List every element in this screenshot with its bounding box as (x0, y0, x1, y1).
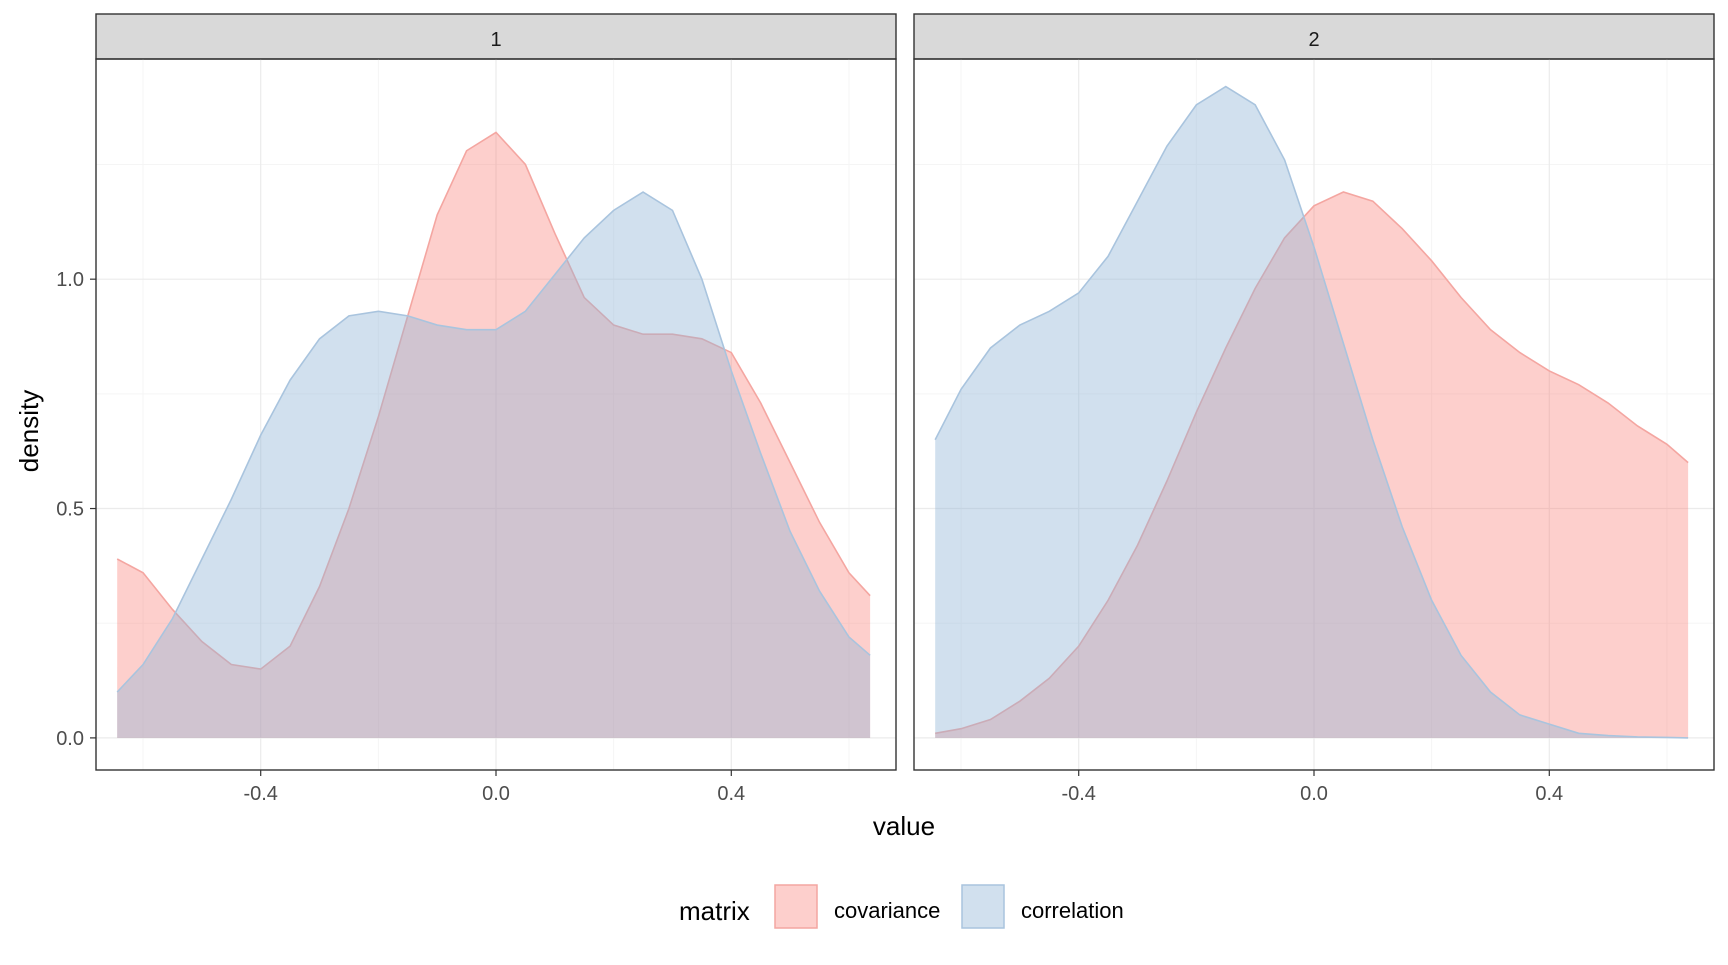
x-tick-label: -0.4 (1061, 783, 1095, 805)
density-line-covariance (935, 191, 1689, 735)
density-area-covariance (117, 132, 871, 738)
density-area-correlation (935, 86, 1689, 738)
legend-key-correlation (961, 884, 1005, 929)
y-tick-label: 1.0 (56, 269, 84, 291)
x-tick-label: 0.0 (482, 783, 510, 805)
legend-key-covariance (774, 884, 818, 929)
legend: matrix covariance correlation (679, 884, 1124, 929)
density-line-correlation (116, 191, 871, 693)
x-tick-label: -0.4 (243, 783, 277, 805)
density-area-covariance (935, 192, 1689, 738)
facet-panel-2: 2 -0.4 0.0 0.4 (913, 13, 1715, 805)
facet-strip-label: 1 (490, 29, 501, 51)
facet-strip (913, 13, 1715, 60)
x-axis-label: value (873, 811, 935, 841)
facet-strip-label: 2 (1308, 29, 1319, 51)
density-line-correlation (934, 85, 1689, 739)
facets: 1 -0.4 0.0 0.4 0.0 0.5 1.0 2 -0.4 0.0 0.4 (56, 13, 1715, 805)
facet-panel-1: 1 -0.4 0.0 0.4 0.0 0.5 1.0 (56, 13, 897, 805)
y-axis-label: density (14, 390, 44, 472)
x-tick-label: 0.4 (717, 783, 745, 805)
x-tick-label: 0.4 (1535, 783, 1563, 805)
legend-label-correlation: correlation (1021, 898, 1124, 923)
facet-strip (95, 13, 897, 60)
density-area-correlation (117, 192, 871, 738)
x-tick-label: 0.0 (1300, 783, 1328, 805)
density-line-covariance (116, 131, 871, 670)
y-tick-label: 0.0 (56, 728, 84, 750)
legend-label-covariance: covariance (834, 898, 940, 923)
y-tick-label: 0.5 (56, 499, 84, 521)
legend-title: matrix (679, 896, 750, 926)
